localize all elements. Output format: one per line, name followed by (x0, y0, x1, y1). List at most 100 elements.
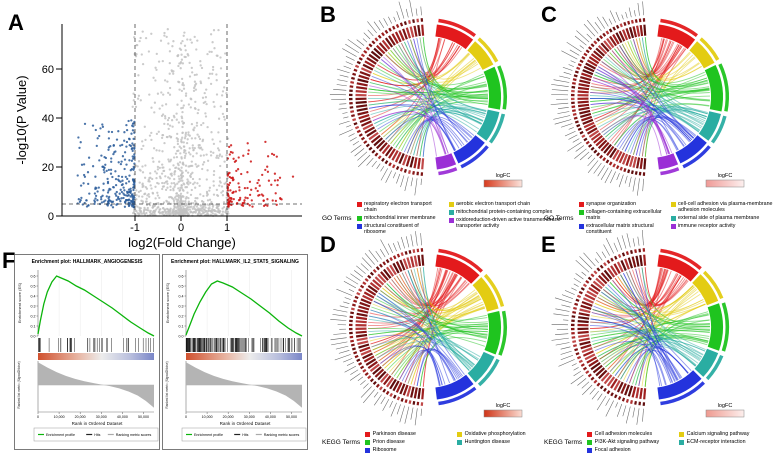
svg-text:0.0: 0.0 (31, 334, 36, 338)
svg-text:0.3: 0.3 (179, 304, 184, 308)
panel-label-b: B (320, 2, 336, 27)
legend-label: PI3K-Akt signaling pathway (594, 438, 660, 445)
kegg-chord-diagram-e: logFC (551, 230, 745, 425)
legend-label: Calcium signaling pathway (686, 431, 750, 437)
legend-panel-e: KEGG Terms Cell adhesion molecules PI3K-… (544, 431, 760, 454)
gsea-x-axis-label: Rank in Ordered Dataset (72, 421, 124, 426)
panel-label-c: C (541, 2, 557, 27)
logfc-gradient-bar (483, 409, 523, 418)
logfc-gradient-bar (705, 409, 745, 418)
legend-swatch (356, 216, 362, 222)
legend-item: PI3K-Akt signaling pathway (587, 438, 671, 446)
legend-swatch (365, 448, 371, 454)
y-tick-60: 60 (42, 64, 54, 76)
legend-swatch (457, 440, 463, 446)
legend-label: Ribosome (372, 446, 397, 453)
gsea-plot-angiogenesis: Enrichment plot: HALLMARK_ANGIOGENESIS E… (14, 254, 160, 450)
legend-swatch (448, 218, 454, 224)
legend-label: ECM-receptor interaction (686, 438, 746, 445)
legend-panel-d: KEGG Terms Parkinson disease Prion disea… (322, 431, 538, 454)
legend-item: structural constituent of ribosome (356, 222, 441, 236)
legend-item: cell-cell adhesion via plasma-membrane a… (670, 201, 784, 214)
panel-label-e: E (541, 232, 556, 257)
svg-text:0: 0 (185, 415, 187, 419)
legend-swatch (670, 224, 676, 230)
legend-label: immune receptor activity (678, 222, 736, 229)
legend-label: structural constituent of ribosome (364, 222, 419, 235)
legend-label: mitochondrial protein-containing complex (456, 208, 553, 215)
x-tick-neg1: -1 (130, 222, 140, 234)
legend-swatch (356, 224, 362, 230)
svg-text:0.1: 0.1 (31, 324, 36, 328)
legend-swatch (578, 202, 584, 208)
svg-text:30,000: 30,000 (244, 415, 255, 419)
logfc-label: logFC (496, 403, 511, 409)
legend-swatch (578, 224, 584, 230)
legend-item: mitochondrial protein-containing complex (448, 208, 567, 216)
chord-ribbons (367, 37, 489, 157)
legend-label: aerobic electron transport chain (456, 201, 531, 207)
legend-swatch (448, 202, 454, 208)
gsea-es-axis-label: Enrichment score (ES) (17, 282, 22, 323)
legend-swatch (356, 202, 362, 208)
legend-item: Huntington disease (457, 439, 575, 446)
svg-text:0.6: 0.6 (179, 274, 184, 278)
svg-text:20,000: 20,000 (223, 415, 234, 419)
svg-text:50,000: 50,000 (286, 415, 297, 419)
gsea-plot-area: 0 10,000 20,000 30,000 40,000 50,000 0.0 0.1 0.2… (179, 270, 307, 442)
legend-item: Parkinson disease (365, 431, 449, 438)
svg-text:0.2: 0.2 (179, 314, 184, 318)
legend-item: Oxidative phosphorylation (457, 431, 575, 438)
legend-swatch (587, 448, 593, 454)
legend-swatch (365, 440, 371, 446)
legend-title-e: KEGG Terms (544, 439, 583, 447)
legend-item: mitochondrial inner membrane (356, 215, 441, 222)
volcano-y-label: -log10(P Value) (14, 75, 29, 164)
legend-swatch (670, 202, 676, 208)
legend-label: external side of plasma membrane (678, 214, 760, 221)
svg-text:0: 0 (37, 415, 39, 419)
svg-text:10,000: 10,000 (202, 415, 213, 419)
legend-label: Parkinson disease (372, 431, 416, 437)
svg-text:Hits: Hits (94, 433, 100, 437)
legend-label: cell-cell adhesion via plasma-membrane a… (678, 201, 773, 213)
legend-label: Cell adhesion molecules (594, 431, 653, 437)
legend-item: immune receptor activity (670, 222, 784, 230)
svg-text:0.6: 0.6 (31, 274, 36, 278)
panel-label-d: D (320, 232, 336, 257)
logfc-gradient-bar (483, 179, 523, 188)
volcano-x-label: log2(Fold Change) (128, 235, 236, 250)
y-tick-40: 40 (42, 113, 54, 125)
chord-ribbons (589, 37, 711, 157)
y-tick-20: 20 (42, 162, 54, 174)
go-chord-diagram-b: logFC (329, 0, 523, 196)
svg-text:0.1: 0.1 (179, 324, 184, 328)
legend-item: Prion disease (365, 439, 449, 446)
gsea-title: Enrichment plot: HALLMARK_IL2_STAT5_SIGN… (171, 259, 299, 265)
svg-text:0.4: 0.4 (179, 294, 184, 298)
svg-text:0.5: 0.5 (31, 284, 36, 288)
svg-text:50,000: 50,000 (138, 415, 149, 419)
legend-title-b: GO Terms (322, 215, 352, 223)
panel-label-a: A (8, 10, 24, 35)
legend-item: Focal adhesion (587, 447, 671, 454)
x-tick-0: 0 (178, 222, 184, 234)
legend-item: external side of plasma membrane (670, 214, 784, 222)
legend-item: collagen-containing extracellular matrix (578, 209, 663, 222)
legend-swatch (365, 432, 371, 438)
legend-item: oxidoreduction-driven active transmembra… (448, 217, 567, 230)
legend-label: extracellular matrix structural constitu… (586, 222, 654, 235)
y-tick-0: 0 (48, 211, 54, 223)
legend-item: extracellular matrix structural constitu… (578, 222, 663, 236)
svg-text:40,000: 40,000 (265, 415, 276, 419)
legend-item: Ribosome (365, 446, 449, 454)
svg-text:Hits: Hits (242, 433, 248, 437)
svg-text:0.5: 0.5 (179, 284, 184, 288)
logfc-gradient-bar (705, 179, 745, 188)
legend-swatch (670, 216, 676, 222)
legend-item: respiratory electron transport chain (356, 201, 441, 214)
svg-text:0.4: 0.4 (31, 294, 36, 298)
svg-text:Enrichment profile: Enrichment profile (194, 433, 223, 437)
svg-text:20,000: 20,000 (75, 415, 86, 419)
